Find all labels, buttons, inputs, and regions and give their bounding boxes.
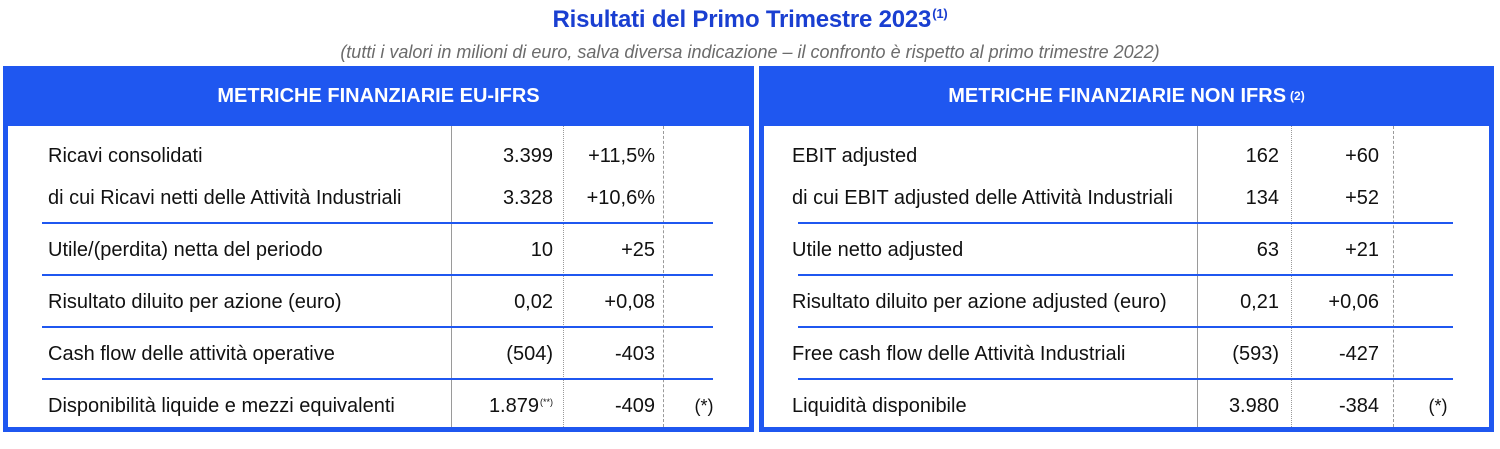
title-footnote: (1): [932, 6, 948, 21]
metric-note: (*): [1428, 395, 1448, 416]
column-divider: [451, 126, 452, 427]
non-ifrs-panel-body: EBIT adjusted 162 +60 di cui EBIT adjust…: [764, 126, 1489, 427]
table-row: Ricavi consolidati 3.399 +11,5%: [8, 130, 749, 182]
metric-label: Risultato diluito per azione (euro): [48, 290, 342, 313]
metric-label: Cash flow delle attività operative: [48, 342, 335, 365]
table-row: Cash flow delle attività operative (504)…: [8, 328, 749, 380]
metric-value-text: 1.879: [488, 394, 539, 417]
table-row: Risultato diluito per azione adjusted (e…: [764, 276, 1489, 328]
metric-value: 3.399: [502, 144, 553, 167]
metric-value: 1.879(**): [443, 395, 553, 418]
metric-change: -384: [1338, 394, 1379, 417]
metric-label: Liquidità disponibile: [792, 394, 967, 417]
table-row: di cui EBIT adjusted delle Attività Indu…: [764, 172, 1489, 224]
metric-change: +52: [1345, 186, 1379, 209]
metric-change: +0,06: [1328, 290, 1379, 313]
ifrs-panel-body: Ricavi consolidati 3.399 +11,5% di cui R…: [8, 126, 749, 427]
table-row: Utile netto adjusted 63 +21: [764, 224, 1489, 276]
value-footnote: (**): [540, 396, 553, 407]
page-subtitle: (tutti i valori in milioni di euro, salv…: [340, 42, 1160, 62]
metric-value: 0,21: [1240, 290, 1279, 313]
metric-label: Utile netto adjusted: [792, 238, 964, 261]
header-footnote: (2): [1290, 89, 1305, 103]
metric-label: Utile/(perdita) netta del periodo: [48, 238, 323, 261]
metric-change: +60: [1345, 144, 1379, 167]
table-row: Liquidità disponibile 3.980 -384 (*): [764, 380, 1489, 432]
table-row: Utile/(perdita) netta del periodo 10 +25: [8, 224, 749, 276]
metric-label: Risultato diluito per azione adjusted (e…: [792, 290, 1167, 313]
metric-value: 10: [530, 238, 553, 261]
column-divider: [1393, 126, 1394, 427]
table-row: di cui Ricavi netti delle Attività Indus…: [8, 172, 749, 224]
metric-change: +21: [1345, 238, 1379, 261]
non-ifrs-panel-header: METRICHE FINANZIARIE NON IFRS (2): [759, 66, 1494, 126]
metric-label: di cui EBIT adjusted delle Attività Indu…: [792, 186, 1173, 209]
metric-label: di cui Ricavi netti delle Attività Indus…: [48, 186, 402, 209]
page-title: Risultati del Primo Trimestre 2023(1): [0, 6, 1500, 34]
table-row: EBIT adjusted 162 +60: [764, 130, 1489, 182]
column-divider: [663, 126, 664, 427]
column-divider: [563, 126, 564, 427]
ifrs-metrics-panel: METRICHE FINANZIARIE EU-IFRS Ricavi cons…: [3, 66, 754, 432]
metric-value: 3.328: [502, 186, 553, 209]
metric-value: (593): [1232, 342, 1279, 365]
table-row: Disponibilità liquide e mezzi equivalent…: [8, 380, 749, 432]
non-ifrs-header-text: METRICHE FINANZIARIE NON IFRS: [948, 84, 1287, 107]
metric-value: 162: [1245, 144, 1279, 167]
metric-value: 0,02: [514, 290, 553, 313]
metric-label: Free cash flow delle Attività Industrial…: [792, 342, 1126, 365]
metric-label: Ricavi consolidati: [48, 144, 203, 167]
non-ifrs-metrics-panel: METRICHE FINANZIARIE NON IFRS (2) EBIT ad…: [759, 66, 1494, 432]
ifrs-panel-header: METRICHE FINANZIARIE EU-IFRS: [217, 84, 540, 107]
metric-label: Disponibilità liquide e mezzi equivalent…: [48, 394, 395, 417]
metric-change: -409: [614, 394, 655, 417]
metric-change: -403: [614, 342, 655, 365]
metric-value: 3.980: [1228, 394, 1279, 417]
metric-change: +0,08: [604, 290, 655, 313]
metric-change: +11,5%: [588, 144, 655, 167]
metric-value: (504): [506, 342, 553, 365]
metric-value: 63: [1256, 238, 1279, 261]
column-divider: [1197, 126, 1198, 427]
metric-change: +10,6%: [586, 186, 655, 209]
table-row: Risultato diluito per azione (euro) 0,02…: [8, 276, 749, 328]
metric-note: (*): [694, 395, 714, 416]
metric-change: -427: [1338, 342, 1379, 365]
metric-label: EBIT adjusted: [792, 144, 918, 167]
metric-value: 134: [1245, 186, 1279, 209]
title-text: Risultati del Primo Trimestre 2023: [552, 6, 932, 33]
column-divider: [1291, 126, 1292, 427]
metric-change: +25: [621, 238, 655, 261]
table-row: Free cash flow delle Attività Industrial…: [764, 328, 1489, 380]
